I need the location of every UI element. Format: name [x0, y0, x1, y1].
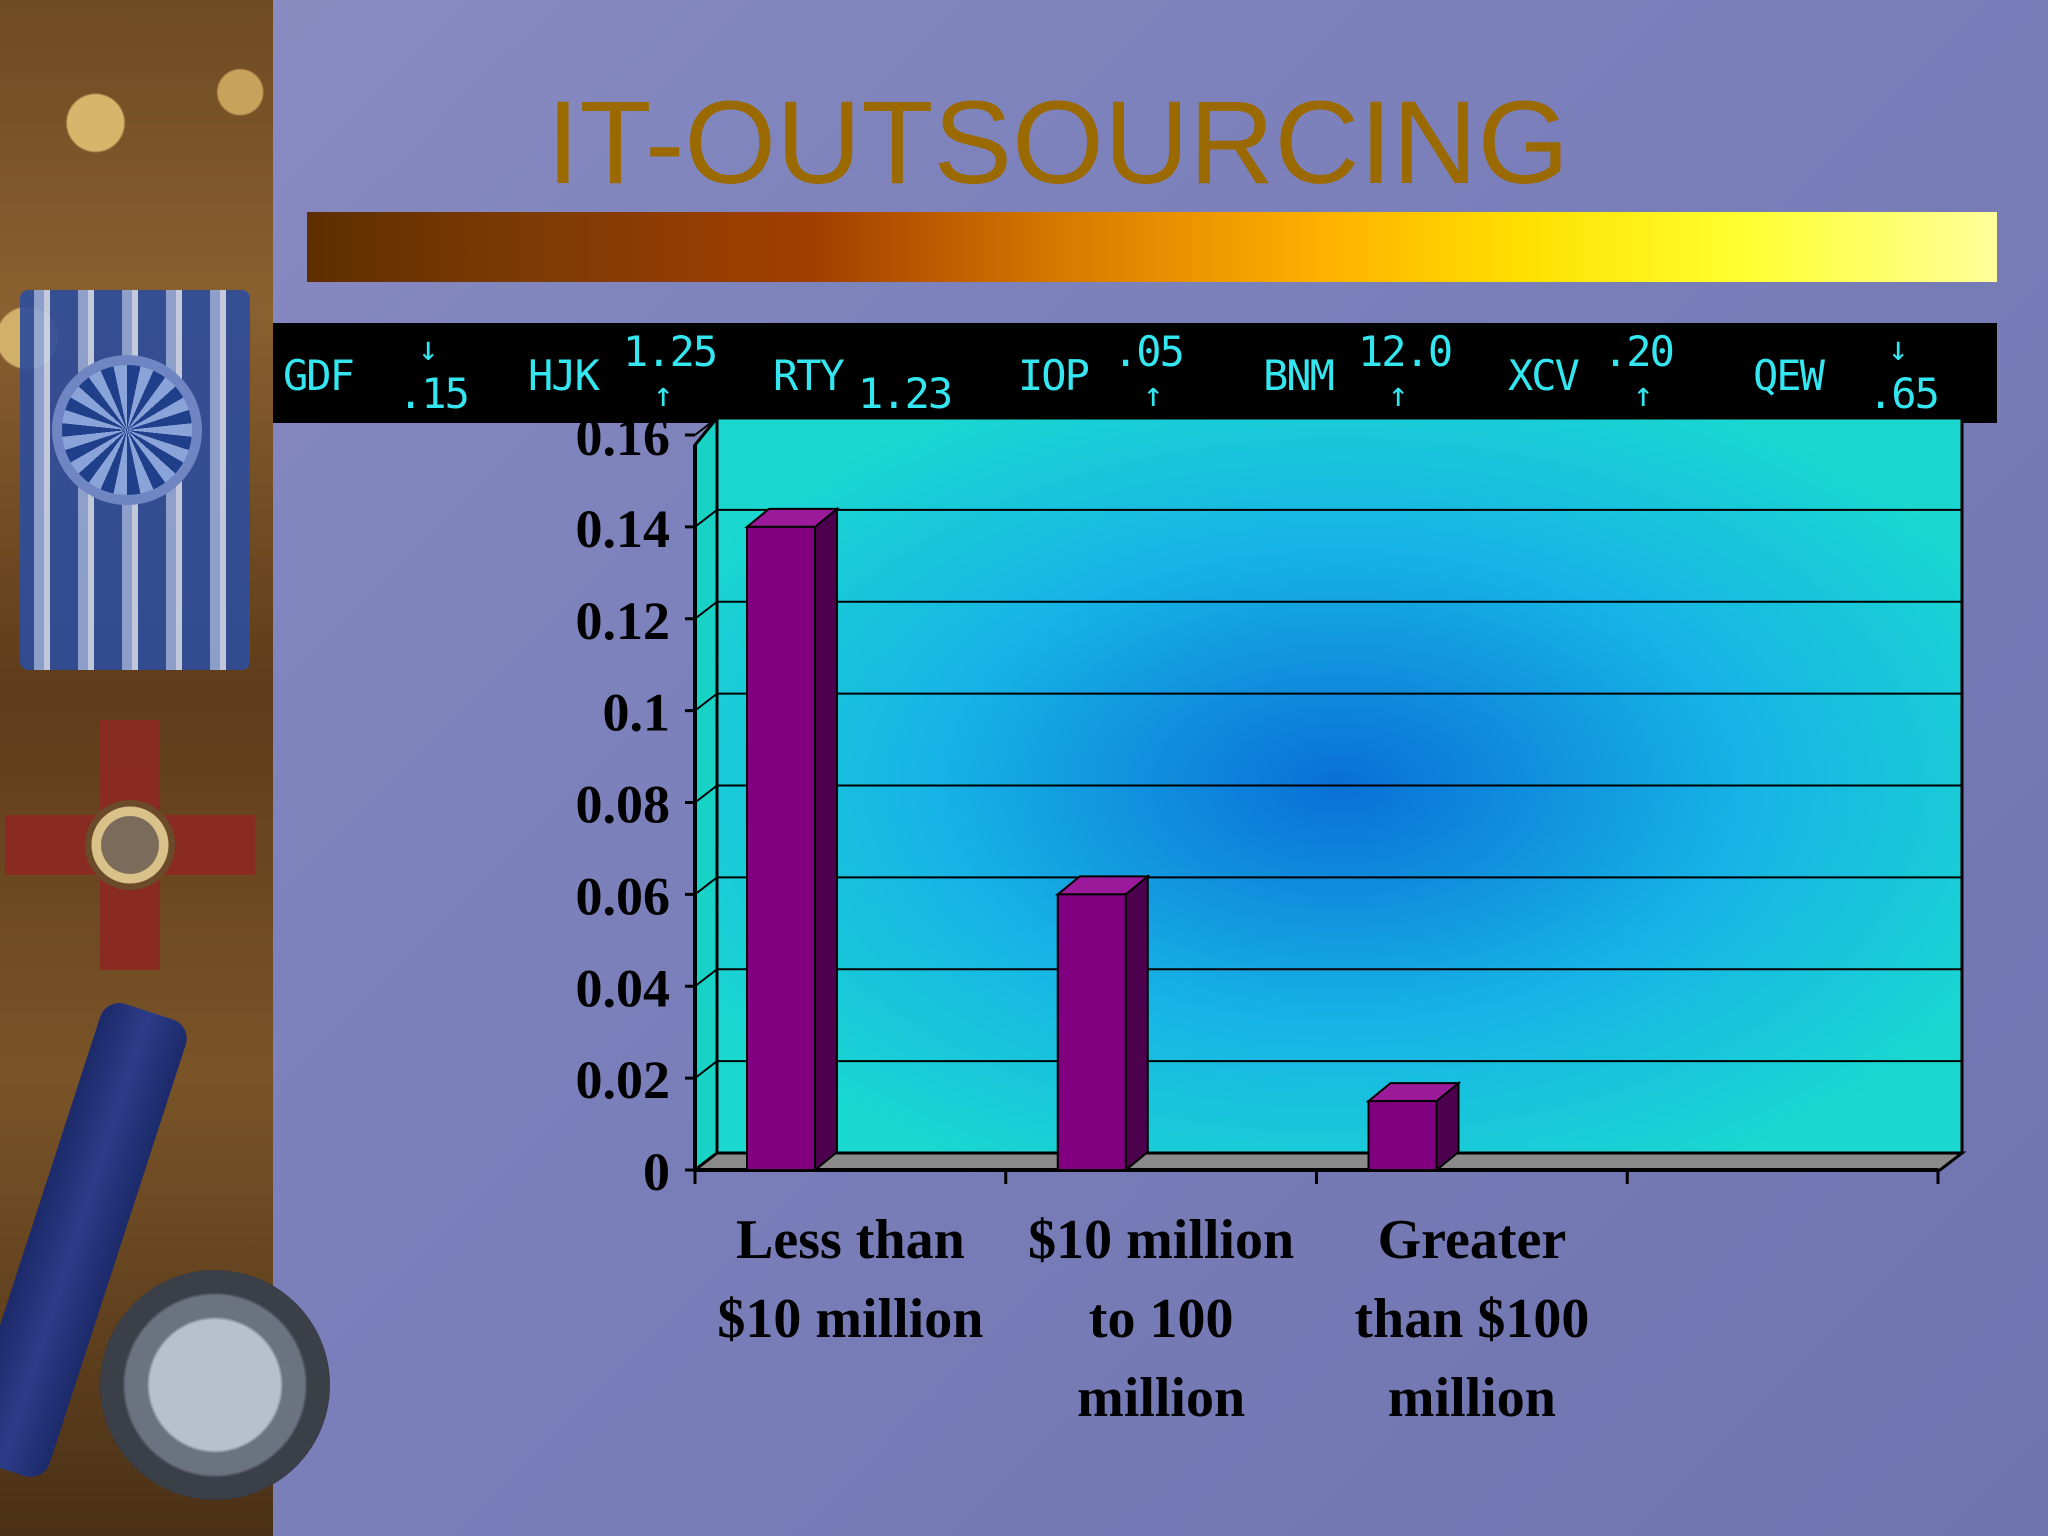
ticker-symbol: HJK	[528, 351, 600, 400]
ticker-value: .65	[1868, 369, 1940, 418]
arrow-up-icon: ↑	[1388, 375, 1409, 415]
arrow-up-icon: ↑	[1143, 375, 1164, 415]
gridline-side	[694, 692, 718, 712]
ticker-value: .05	[1113, 327, 1185, 376]
ticker-symbol: IOP	[1018, 351, 1090, 400]
x-category-label: $10 million	[717, 1288, 983, 1350]
y-tick-label: 0.12	[576, 591, 671, 651]
decorative-photo-panel	[0, 0, 330, 1536]
y-tick-label: 0.08	[576, 775, 671, 835]
arrow-down-icon: ↓	[1888, 329, 1909, 369]
y-tick-label: 0.1	[603, 683, 671, 743]
arrow-down-icon: ↓	[418, 329, 439, 369]
bar	[1367, 1100, 1438, 1171]
y-tick-label: 0.02	[576, 1050, 671, 1110]
x-category-label: Greater	[1378, 1209, 1567, 1271]
ticker-symbol: RTY	[773, 351, 845, 400]
y-tick-label: 0.06	[576, 866, 671, 926]
ticker-value: .20	[1603, 327, 1675, 376]
ticker-item-bnm: BNM 12.0 ↑	[1263, 323, 1503, 423]
gridline-side	[694, 784, 718, 804]
rosette-image	[52, 355, 202, 505]
bar	[746, 525, 816, 1171]
ticker-item-rty: RTY 1.23	[773, 323, 1013, 423]
medal-center-image	[85, 800, 175, 890]
gridline-side	[694, 1060, 718, 1079]
bar-side	[814, 506, 838, 1173]
y-tick-label: 0	[643, 1142, 670, 1202]
ticker-value: 12.0	[1358, 327, 1453, 376]
ticker-value: 1.25	[623, 327, 718, 376]
ticker-item-hjk: HJK 1.25 ↑	[528, 323, 768, 423]
chart-plot-area: 0 0.02 0.04 0.06 0.08 0.1 0.12 0.14 0.16 Less tha…	[576, 407, 1967, 1429]
ticker-symbol: XCV	[1508, 351, 1580, 400]
ticker-symbol: QEW	[1753, 351, 1825, 400]
gridline-side	[694, 417, 718, 436]
x-category-label: to 100	[1089, 1288, 1234, 1350]
x-category-label: than $100	[1354, 1288, 1589, 1350]
ticker-value: 1.23	[858, 369, 953, 418]
x-category-label: million	[1388, 1367, 1556, 1429]
bar-side	[1124, 874, 1149, 1173]
y-tick-label: 0.16	[576, 407, 671, 467]
compass-image	[100, 1270, 330, 1500]
gridline-side	[694, 600, 718, 620]
arrow-up-icon: ↑	[1633, 375, 1654, 415]
x-category-label: Less than	[736, 1209, 965, 1271]
stock-ticker: GDF .15 ↓ HJK 1.25 ↑ RTY 1.23 IOP .05 ↑ BNM 12.0 ↑ XCV…	[273, 323, 1997, 423]
x-category-label: $10 million	[1028, 1209, 1294, 1271]
slide-title: IT-OUTSOURCING	[546, 77, 1570, 209]
gridline-side	[694, 509, 718, 528]
gridline-side	[694, 876, 718, 896]
ticker-symbol: GDF	[283, 351, 355, 400]
title-gradient-bar	[307, 212, 1997, 282]
chart-floor	[690, 1151, 1967, 1172]
ticker-item-iop: IOP .05 ↑	[1018, 323, 1258, 423]
y-tick-label: 0.04	[576, 958, 671, 1018]
x-category-label: million	[1077, 1367, 1245, 1429]
ticker-value: .15	[398, 369, 470, 418]
ticker-item-gdf: GDF .15 ↓	[283, 323, 523, 423]
y-tick-label: 0.14	[576, 499, 671, 559]
ticker-symbol: BNM	[1263, 351, 1335, 400]
bar	[1056, 893, 1127, 1171]
ticker-item-xcv: XCV .20 ↑	[1508, 323, 1748, 423]
arrow-up-icon: ↑	[653, 375, 674, 415]
ticker-item-qew: QEW .65 ↓	[1753, 323, 1993, 423]
gridline-side	[694, 968, 718, 988]
